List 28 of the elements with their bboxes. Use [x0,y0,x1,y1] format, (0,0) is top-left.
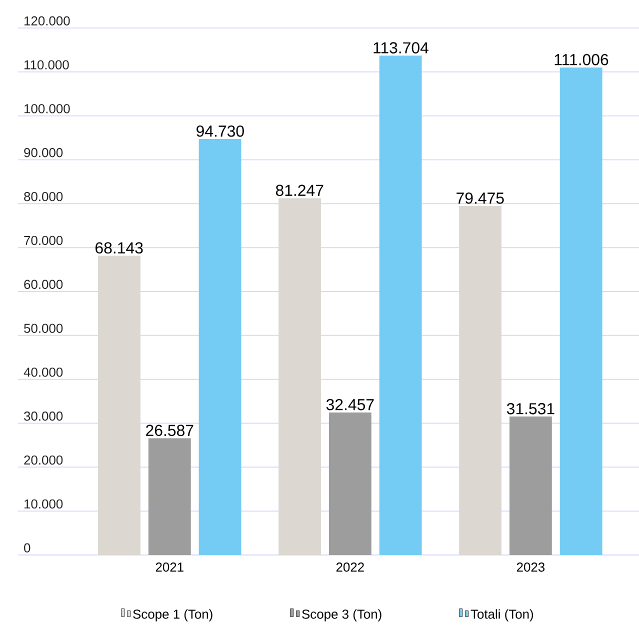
x-tick-label: 2021 [156,562,184,572]
y-tick-label: 80.000 [24,192,63,202]
data-label: 113.704 [374,42,428,54]
legend-label: Scope 1 (Ton) [133,609,212,622]
y-tick-label: 60.000 [24,280,63,289]
data-label: 111.006 [554,54,608,66]
y-tick-label: 110.000 [24,60,69,70]
data-label: 94.730 [196,125,244,137]
data-label: 81.247 [276,184,324,196]
data-label: 26.587 [146,424,194,436]
y-tick-label: 10.000 [24,499,63,509]
y-tick-label: 90.000 [24,148,63,158]
data-label: 79.475 [456,192,504,204]
y-tick-label: 40.000 [24,368,63,377]
legend-label: Totali (Ton) [470,609,534,622]
data-label: 68.143 [96,242,143,254]
x-tick-label: 2023 [516,562,545,572]
y-tick-label: 50.000 [24,324,63,333]
y-tick-label: 20.000 [24,455,63,465]
data-label: 32.457 [326,398,374,410]
legend-label: Scope 3 (Ton) [302,609,382,622]
y-tick-label: 70.000 [24,236,63,246]
y-tick-label: 120.000 [24,16,70,26]
y-tick-label: 0 [24,543,30,552]
y-tick-label: 100.000 [24,104,70,114]
data-label: 31.531 [506,403,554,414]
x-tick-label: 2022 [336,562,364,572]
y-tick-label: 30.000 [24,412,63,421]
